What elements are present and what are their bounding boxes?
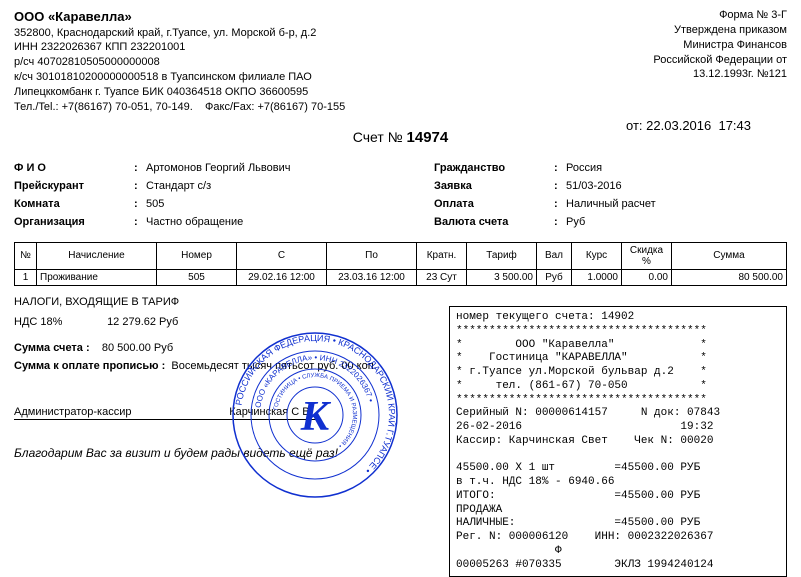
fio-label: Ф И О — [14, 162, 134, 174]
payment-label: Оплата — [434, 198, 554, 210]
company-inn: ИНН 2322026367 КПП 232201001 — [14, 40, 345, 55]
company-rs: р/сч 40702810505000000008 — [14, 55, 345, 70]
form-l5: 13.12.1993г. №121 — [653, 67, 787, 82]
org-label: Организация — [14, 216, 134, 228]
table-row: 1 Проживание 505 29.02.16 12:00 23.03.16… — [15, 269, 787, 285]
pricelist-value: Стандарт с/з — [146, 180, 211, 192]
td-tariff: 3 500.00 — [467, 269, 537, 285]
vat-label: НДС 18% — [14, 316, 104, 328]
total-label: Сумма счета : — [14, 342, 90, 354]
th-mult: Кратн. — [417, 242, 467, 269]
td-to: 23.03.16 12:00 — [327, 269, 417, 285]
citizen-value: Россия — [566, 162, 602, 174]
td-discount: 0.00 — [622, 269, 672, 285]
td-room: 505 — [157, 269, 237, 285]
th-from: С — [237, 242, 327, 269]
form-l2: Утверждена приказом — [653, 23, 787, 38]
company-name: ООО «Каравелла» — [14, 8, 345, 26]
td-from: 29.02.16 12:00 — [237, 269, 327, 285]
invoice-date-label: от: — [626, 118, 643, 133]
th-room: Номер — [157, 242, 237, 269]
td-mult: 23 Сут — [417, 269, 467, 285]
invoice-date-block: от: 22.03.2016 17:43 — [626, 118, 751, 133]
company-stamp: РОССИЙСКАЯ ФЕДЕРАЦИЯ • КРАСНОДАРСКИЙ КРА… — [230, 330, 400, 500]
room-value: 505 — [146, 198, 164, 210]
td-charge: Проживание — [37, 269, 157, 285]
th-sum: Сумма — [672, 242, 787, 269]
org-value: Частно обращение — [146, 216, 243, 228]
th-rate: Курс — [572, 242, 622, 269]
th-discount: Скидка % — [622, 242, 672, 269]
th-curr: Вал — [537, 242, 572, 269]
words-label: Сумма к оплате прописью : — [14, 360, 165, 372]
vat-value: 12 279.62 Руб — [107, 316, 178, 328]
td-rate: 1.0000 — [572, 269, 622, 285]
form-l1: Форма № 3-Г — [653, 8, 787, 23]
th-charge: Начисление — [37, 242, 157, 269]
admin-label: Администратор-кассир — [14, 406, 131, 418]
company-phones: Тел./Tel.: +7(86167) 70-051, 70-149. Фак… — [14, 100, 345, 115]
company-bank: Липецккомбанк г. Туапсе БИК 040364518 ОК… — [14, 85, 345, 100]
room-label: Комната — [14, 198, 134, 210]
td-curr: Руб — [537, 269, 572, 285]
form-l4: Российской Федерации от — [653, 53, 787, 68]
request-label: Заявка — [434, 180, 554, 192]
company-ks: к/сч 30101810200000000518 в Туапсинском … — [14, 70, 345, 85]
company-address: 352800, Краснодарский край, г.Туапсе, ул… — [14, 26, 345, 41]
th-num: № — [15, 242, 37, 269]
form-block: Форма № 3-Г Утверждена приказом Министра… — [653, 8, 787, 115]
citizen-label: Гражданство — [434, 162, 554, 174]
charges-table: № Начисление Номер С По Кратн. Тариф Вал… — [14, 242, 787, 286]
invoice-label: Счет № — [353, 129, 407, 145]
currency-value: Руб — [566, 216, 585, 228]
form-l3: Министра Финансов — [653, 38, 787, 53]
fio-value: Артомонов Георгий Львович — [146, 162, 290, 174]
pricelist-label: Прейскурант — [14, 180, 134, 192]
fiscal-receipt: номер текущего счета: 14902 ************… — [449, 306, 787, 577]
payment-value: Наличный расчет — [566, 198, 656, 210]
total-value: 80 500.00 Руб — [102, 342, 173, 354]
info-left-col: Ф И О:Артомонов Георгий Львович Прейскур… — [14, 162, 434, 234]
td-sum: 80 500.00 — [672, 269, 787, 285]
td-num: 1 — [15, 269, 37, 285]
table-header-row: № Начисление Номер С По Кратн. Тариф Вал… — [15, 242, 787, 269]
th-tariff: Тариф — [467, 242, 537, 269]
request-value: 51/03-2016 — [566, 180, 622, 192]
invoice-date: 22.03.2016 17:43 — [646, 118, 751, 133]
currency-label: Валюта счета — [434, 216, 554, 228]
stamp-letter: К — [300, 394, 332, 440]
th-to: По — [327, 242, 417, 269]
invoice-number: 14974 — [407, 129, 449, 146]
info-right-col: Гражданство:Россия Заявка:51/03-2016 Опл… — [434, 162, 787, 234]
company-block: ООО «Каравелла» 352800, Краснодарский кр… — [14, 8, 345, 115]
